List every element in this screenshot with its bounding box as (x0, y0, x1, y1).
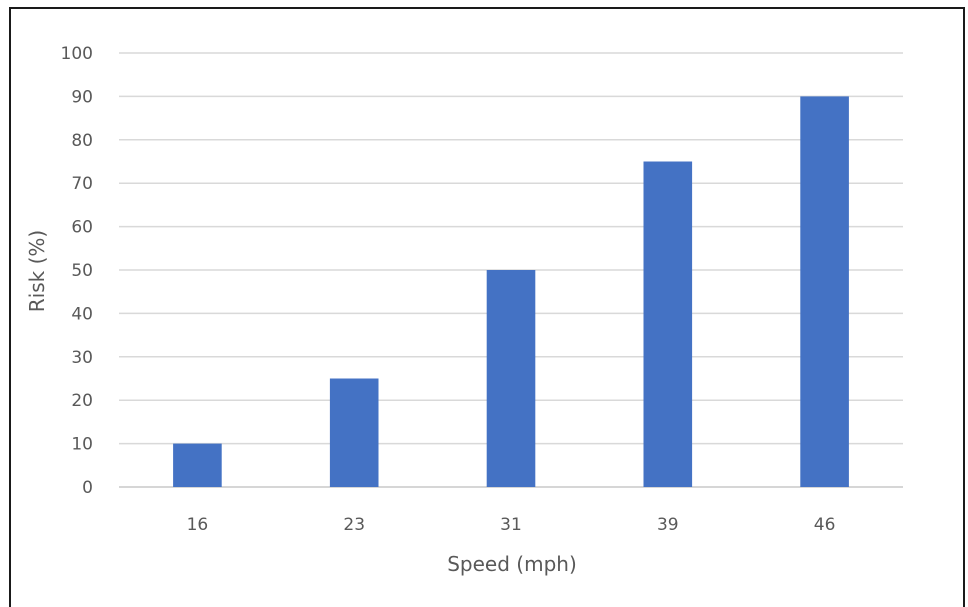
bar-46 (800, 96, 849, 488)
x-tick-label: 31 (500, 515, 522, 535)
y-tick-label: 50 (71, 261, 93, 281)
y-tick-label: 90 (71, 87, 93, 107)
y-tick-label: 20 (71, 391, 93, 411)
bar-31 (486, 270, 536, 487)
y-axis-title: Risk (%) (25, 230, 49, 312)
bar-23 (329, 378, 379, 487)
x-tick-label: 23 (343, 515, 365, 535)
y-tick-label: 40 (71, 304, 93, 324)
x-axis-title: Speed (mph) (447, 552, 577, 576)
y-tick-label: 70 (71, 174, 93, 194)
bar-16 (173, 443, 222, 487)
y-tick-label: 60 (71, 218, 93, 238)
x-axis-ticks: 16 23 31 39 46 (187, 515, 836, 535)
x-tick-label: 46 (814, 515, 836, 535)
y-tick-label: 80 (71, 131, 93, 151)
y-tick-label: 100 (61, 44, 93, 64)
y-tick-label: 10 (71, 435, 93, 455)
y-tick-label: 30 (71, 348, 93, 368)
y-axis-ticks: 0 10 20 30 40 50 60 70 80 90 100 (61, 44, 93, 498)
y-tick-label: 0 (82, 478, 93, 498)
x-tick-label: 39 (657, 515, 679, 535)
x-tick-label: 16 (187, 515, 209, 535)
bar-39 (643, 161, 693, 487)
bars (173, 96, 849, 488)
